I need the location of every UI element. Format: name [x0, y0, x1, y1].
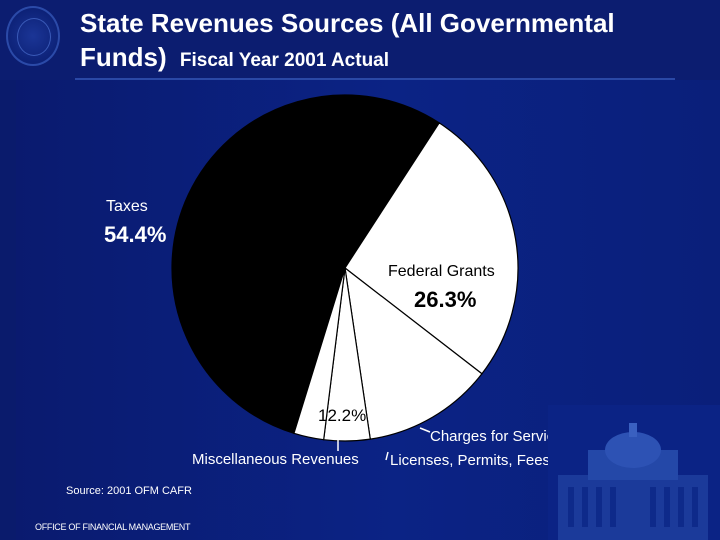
office-footer: OFFICE OF FINANCIAL MANAGEMENT	[35, 522, 191, 532]
state-seal-logo	[6, 6, 60, 66]
page-title-funds: Funds)	[80, 42, 167, 72]
seal-portrait	[17, 18, 51, 56]
leader-lines	[337, 427, 431, 461]
leader-line-licenses	[385, 451, 389, 461]
page-title-line1: State Revenues Sources (All Governmental	[80, 8, 615, 38]
page-title-line2: Funds) Fiscal Year 2001 Actual	[80, 42, 389, 73]
label-misc-name: Miscellaneous Revenues	[192, 451, 359, 468]
label-licenses: Licenses, Permits, Fees 2.8%	[390, 452, 589, 469]
leader-line-charges	[419, 427, 431, 433]
label-taxes-name: Taxes	[106, 198, 148, 215]
left-accent-bar	[0, 80, 16, 540]
pie-slices	[171, 94, 519, 442]
pie-slice-misc-revenues	[344, 266, 483, 440]
capitol-building-image	[548, 405, 720, 540]
header-band	[0, 0, 720, 80]
pie-slice-licenses	[293, 267, 346, 441]
source-note: Source: 2001 OFM CAFR	[66, 485, 192, 497]
label-taxes-value: 54.4%	[104, 222, 167, 247]
pie-slice-taxes	[171, 94, 441, 435]
label-misc-value: 12.2%	[318, 406, 367, 425]
pie-slice-federal-grants	[344, 122, 519, 375]
page-subtitle: Fiscal Year 2001 Actual	[179, 50, 390, 71]
label-federal-name: Federal Grants	[388, 263, 495, 280]
label-federal-value: 26.3%	[414, 287, 477, 312]
header-rule	[75, 78, 675, 80]
